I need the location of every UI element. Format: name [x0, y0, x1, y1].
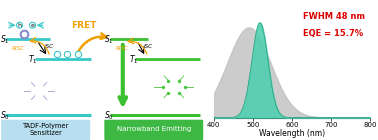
Text: EQE = 15.7%: EQE = 15.7% — [303, 29, 363, 38]
FancyBboxPatch shape — [104, 120, 203, 140]
Text: RISC: RISC — [12, 46, 25, 51]
Text: $S_1$: $S_1$ — [104, 34, 114, 46]
Text: $T_1$: $T_1$ — [28, 53, 38, 66]
FancyBboxPatch shape — [1, 120, 90, 140]
Text: h: h — [17, 23, 22, 28]
Text: FWHM 48 nm: FWHM 48 nm — [303, 12, 365, 21]
Text: $S_0$: $S_0$ — [0, 109, 10, 122]
Text: RISC: RISC — [116, 46, 129, 51]
Text: $T_1$: $T_1$ — [129, 53, 138, 66]
Text: e: e — [31, 23, 34, 28]
X-axis label: Wavelength (nm): Wavelength (nm) — [259, 129, 325, 138]
Text: $S_0$: $S_0$ — [104, 109, 114, 122]
Text: Narrowband Emitting: Narrowband Emitting — [116, 126, 191, 132]
Text: $S_1$: $S_1$ — [0, 34, 10, 46]
Text: ISC: ISC — [143, 44, 152, 49]
Text: ISC: ISC — [45, 44, 54, 49]
Text: FRET: FRET — [71, 21, 96, 30]
Text: TADF-Polymer
Sensitizer: TADF-Polymer Sensitizer — [23, 123, 69, 136]
